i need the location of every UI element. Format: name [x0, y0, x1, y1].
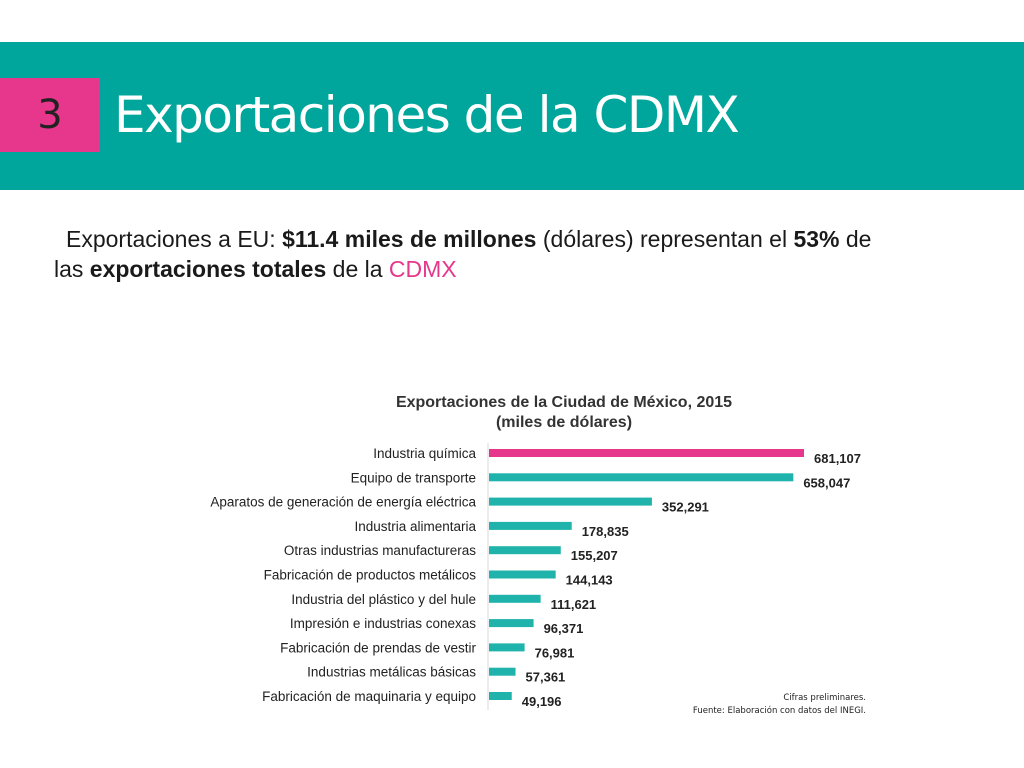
bar	[489, 692, 512, 700]
category-label: Industria del plástico y del hule	[291, 592, 476, 607]
bar	[489, 521, 572, 530]
intro-amount: $11.4 miles de millones	[282, 226, 537, 252]
chart-notes: Cifras preliminares. Fuente: Elaboración…	[693, 692, 866, 718]
category-label: Industria química	[373, 446, 476, 461]
intro-part3: de	[839, 226, 872, 252]
category-label: Fabricación de maquinaria y equipo	[262, 689, 476, 704]
intro-part1: Exportaciones a EU:	[66, 226, 283, 252]
value-label: 144,143	[566, 573, 613, 588]
bar	[489, 643, 525, 652]
note-source: Fuente: Elaboración con datos del INEGI.	[692, 706, 866, 716]
intro-part2: (dólares) representan el	[536, 226, 794, 252]
slide-number-badge: 3	[0, 78, 100, 152]
intro-bold2: exportaciones totales	[89, 256, 327, 282]
value-label: 178,835	[582, 524, 629, 539]
bar	[489, 570, 556, 579]
value-label: 681,107	[814, 451, 861, 466]
value-label: 96,371	[544, 621, 584, 636]
category-label: Aparatos de generación de energía eléctr…	[210, 495, 476, 510]
chart-title: Exportaciones de la Ciudad de México, 20…	[396, 394, 732, 411]
note-preliminary: Cifras preliminares.	[783, 693, 866, 703]
bar	[489, 473, 794, 482]
category-label: Industria alimentaria	[354, 519, 476, 534]
value-label: 49,196	[522, 694, 562, 709]
value-label: 658,047	[803, 475, 850, 490]
header-band	[0, 42, 1024, 190]
intro-percent: 53%	[793, 226, 840, 252]
category-label: Otras industrias manufactureras	[284, 543, 476, 558]
category-label: Impresión e industrias conexas	[290, 616, 476, 631]
chart-rows: Industria química 681,107 Equipo de transp…	[210, 446, 861, 709]
intro-text: Exportaciones a EU: $11.4 miles de millo…	[54, 224, 986, 284]
value-label: 352,291	[662, 500, 709, 515]
category-label: Fabricación de prendas de vestir	[280, 640, 476, 655]
bar	[489, 594, 541, 603]
value-label: 76,981	[535, 645, 575, 660]
bar	[489, 667, 516, 676]
category-label: Equipo de transporte	[351, 470, 476, 485]
slide-title: Exportaciones de la CDMX	[114, 86, 740, 144]
intro-line2: las exportaciones totales de la CDMX	[54, 254, 986, 284]
intro-accent: CDMX	[388, 256, 457, 282]
category-label: Fabricación de productos metálicos	[264, 568, 477, 583]
value-label: 155,207	[571, 548, 618, 563]
intro-part5: de la	[326, 256, 389, 282]
exports-bar-chart: Exportaciones de la Ciudad de México, 20…	[210, 394, 861, 710]
chart-subtitle: (miles de dólares)	[496, 414, 632, 431]
bar	[489, 449, 804, 457]
intro-part4: las	[54, 256, 90, 282]
value-label: 57,361	[526, 670, 566, 685]
bar	[489, 546, 561, 555]
category-label: Industrias metálicas básicas	[307, 665, 476, 680]
bar	[489, 497, 652, 506]
bar	[489, 619, 534, 628]
value-label: 111,621	[551, 597, 597, 612]
